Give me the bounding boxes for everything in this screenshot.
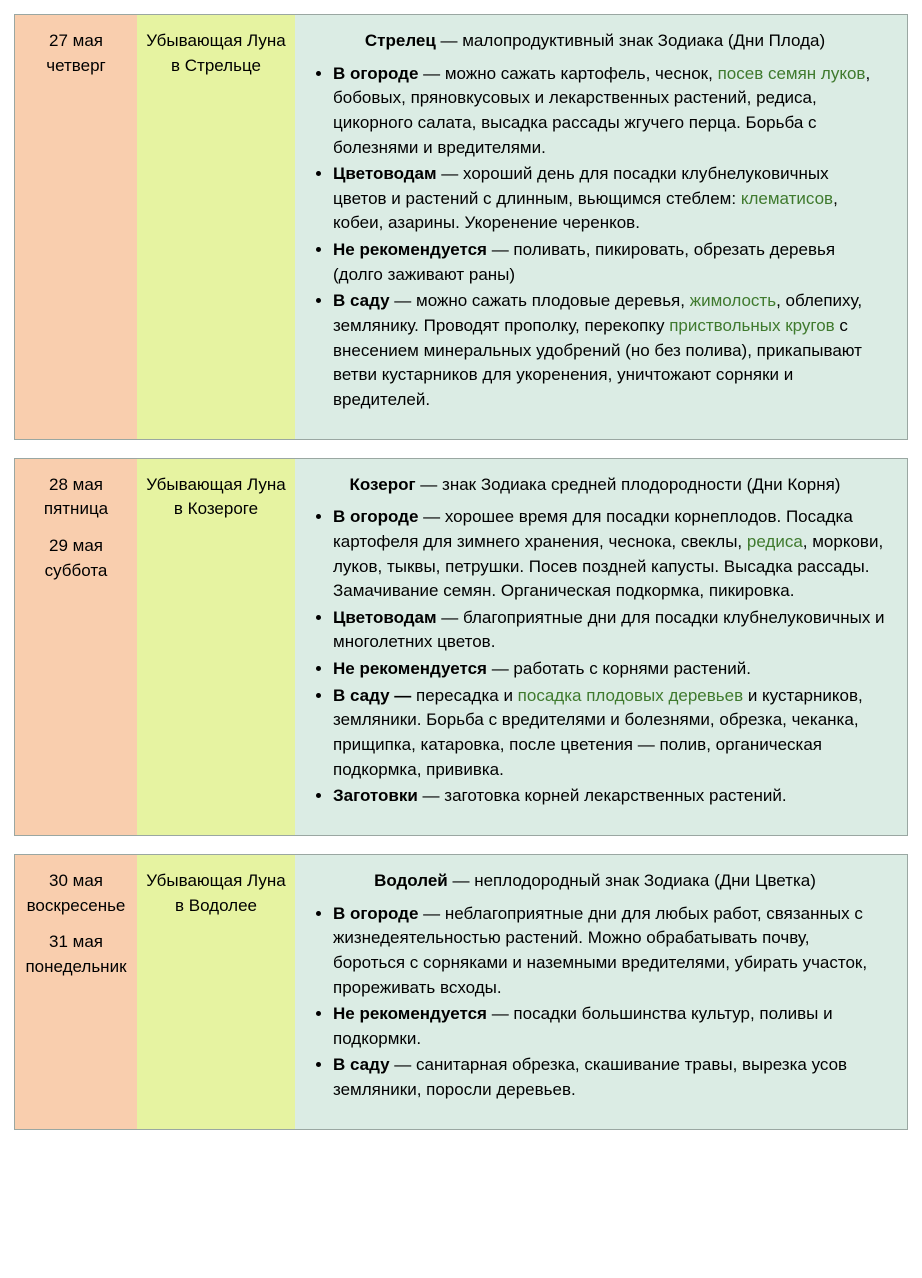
description-column: Водолей — неплодородный знак Зодиака (Дн… xyxy=(295,855,907,1129)
date-day: 29 мая xyxy=(21,534,131,559)
date-day: 30 мая xyxy=(21,869,131,894)
date-block: 27 маячетверг xyxy=(21,29,131,78)
advice-label: Не рекомендуется xyxy=(333,240,487,259)
calendar-card: 28 маяпятница 29 маясуббота Убывающая Луна… xyxy=(14,458,908,836)
moon-column: Убывающая Луна в Козероге xyxy=(137,459,295,835)
description-column: Стрелец — малопродуктивный знак Зодиака … xyxy=(295,15,907,439)
date-weekday: суббота xyxy=(21,559,131,584)
date-weekday: воскресенье xyxy=(21,894,131,919)
advice-label: В огороде xyxy=(333,64,418,83)
advice-item: В саду — санитарная обрезка, скашивание … xyxy=(333,1053,885,1102)
advice-link[interactable]: клематисов xyxy=(741,189,833,208)
moon-column: Убывающая Луна в Стрельце xyxy=(137,15,295,439)
date-weekday: четверг xyxy=(21,54,131,79)
advice-item: Цветоводам — хороший день для посадки кл… xyxy=(333,162,885,236)
date-block: 29 маясуббота xyxy=(21,534,131,583)
date-column: 27 маячетверг xyxy=(15,15,137,439)
advice-label: Цветоводам xyxy=(333,164,437,183)
advice-text: — заготовка корней лекарственных растени… xyxy=(418,786,787,805)
advice-label: Не рекомендуется xyxy=(333,659,487,678)
date-weekday: пятница xyxy=(21,497,131,522)
calendar-card: 30 маявоскресенье 31 маяпонедельник Убываю… xyxy=(14,854,908,1130)
date-day: 27 мая xyxy=(21,29,131,54)
date-block: 30 маявоскресенье xyxy=(21,869,131,918)
date-weekday: понедельник xyxy=(21,955,131,980)
advice-text: — санитарная обрезка, скашивание травы, … xyxy=(333,1055,847,1099)
zodiac-desc: — знак Зодиака средней плодородности (Дн… xyxy=(416,475,841,494)
calendar-card: 27 маячетверг Убывающая Луна в Стрельце Ст… xyxy=(14,14,908,440)
date-day: 28 мая xyxy=(21,473,131,498)
advice-label: Заготовки xyxy=(333,786,418,805)
advice-text: — можно сажать плодовые деревья, xyxy=(390,291,690,310)
zodiac-desc: — неплодородный знак Зодиака (Дни Цветка… xyxy=(448,871,816,890)
advice-label: Не рекомендуется xyxy=(333,1004,487,1023)
advice-link[interactable]: жимолость xyxy=(690,291,776,310)
advice-item: В огороде — можно сажать картофель, чесн… xyxy=(333,62,885,161)
advice-label: В огороде xyxy=(333,904,418,923)
advice-item: Не рекомендуется — поливать, пикировать,… xyxy=(333,238,885,287)
advice-item: В саду — можно сажать плодовые деревья, … xyxy=(333,289,885,412)
advice-link[interactable]: редиса xyxy=(747,532,803,551)
advice-list: В огороде — неблагоприятные дни для любы… xyxy=(305,902,885,1103)
date-column: 30 маявоскресенье 31 маяпонедельник xyxy=(15,855,137,1129)
advice-item: В саду — пересадка и посадка плодовых де… xyxy=(333,684,885,783)
advice-item: Цветоводам — благоприятные дни для посад… xyxy=(333,606,885,655)
advice-label: Цветоводам xyxy=(333,608,437,627)
advice-item: В огороде — хорошее время для посадки ко… xyxy=(333,505,885,604)
advice-item: Не рекомендуется — работать с корнями ра… xyxy=(333,657,885,682)
moon-phase-text: Убывающая Луна в Водолее xyxy=(146,871,286,915)
advice-item: Не рекомендуется — посадки большинства к… xyxy=(333,1002,885,1051)
advice-label: В саду xyxy=(333,1055,390,1074)
advice-link[interactable]: посев семян луков xyxy=(718,64,866,83)
advice-label: В саду — xyxy=(333,686,411,705)
date-block: 31 маяпонедельник xyxy=(21,930,131,979)
advice-text: — можно сажать картофель, чеснок, xyxy=(418,64,717,83)
advice-text: — работать с корнями растений. xyxy=(487,659,751,678)
advice-text: пересадка и xyxy=(411,686,517,705)
zodiac-intro: Стрелец — малопродуктивный знак Зодиака … xyxy=(305,29,885,54)
date-day: 31 мая xyxy=(21,930,131,955)
advice-label: В огороде xyxy=(333,507,418,526)
calendar-list: 27 маячетверг Убывающая Луна в Стрельце Ст… xyxy=(14,14,908,1130)
zodiac-intro: Водолей — неплодородный знак Зодиака (Дн… xyxy=(305,869,885,894)
advice-item: В огороде — неблагоприятные дни для любы… xyxy=(333,902,885,1001)
date-block: 28 маяпятница xyxy=(21,473,131,522)
description-column: Козерог — знак Зодиака средней плодородн… xyxy=(295,459,907,835)
zodiac-intro: Козерог — знак Зодиака средней плодородн… xyxy=(305,473,885,498)
advice-item: Заготовки — заготовка корней лекарственн… xyxy=(333,784,885,809)
advice-label: В саду xyxy=(333,291,390,310)
advice-list: В огороде — хорошее время для посадки ко… xyxy=(305,505,885,809)
advice-link[interactable]: посадка плодовых деревьев xyxy=(518,686,743,705)
moon-column: Убывающая Луна в Водолее xyxy=(137,855,295,1129)
advice-link[interactable]: приствольных кругов xyxy=(669,316,834,335)
zodiac-name: Козерог xyxy=(350,475,416,494)
date-column: 28 маяпятница 29 маясуббота xyxy=(15,459,137,835)
zodiac-name: Стрелец xyxy=(365,31,436,50)
zodiac-name: Водолей xyxy=(374,871,448,890)
moon-phase-text: Убывающая Луна в Стрельце xyxy=(146,31,286,75)
zodiac-desc: — малопродуктивный знак Зодиака (Дни Пло… xyxy=(436,31,825,50)
advice-list: В огороде — можно сажать картофель, чесн… xyxy=(305,62,885,413)
moon-phase-text: Убывающая Луна в Козероге xyxy=(146,475,286,519)
